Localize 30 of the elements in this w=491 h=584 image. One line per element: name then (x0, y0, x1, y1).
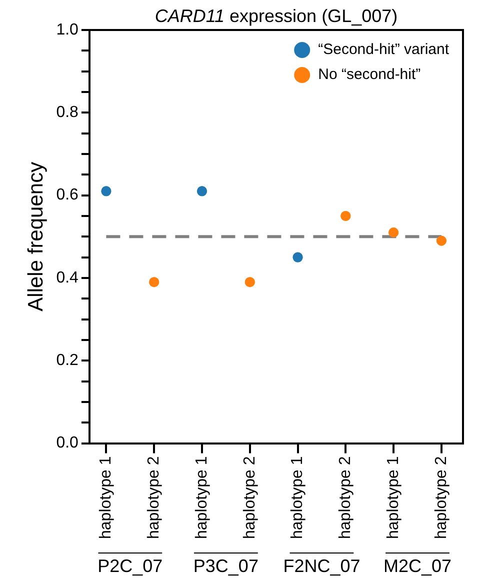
point (340, 210, 351, 221)
x-tick-label: haplotype 1 (193, 456, 210, 539)
chart-title: CARD11 expression (GL_007) (154, 6, 398, 26)
point (292, 252, 303, 262)
x-tick-label: haplotype 2 (146, 456, 163, 539)
x-tick-label: haplotype 2 (241, 456, 258, 539)
x-tick-label: haplotype 1 (98, 456, 115, 539)
y-tick-label: 0.6 (56, 186, 79, 204)
y-axis-title: Allele frequency (24, 161, 48, 312)
y-tick-label: 1.0 (56, 21, 79, 38)
point (436, 236, 446, 246)
text: P2C_07 (98, 556, 163, 576)
legend-label: “Second-hit” variant (318, 41, 450, 58)
point (244, 277, 255, 288)
x-tick-label: haplotype 2 (432, 456, 450, 539)
y-tick-label: 0.4 (56, 269, 79, 286)
text: F2NC_07 (283, 556, 360, 576)
x-tick-label: haplotype 1 (384, 456, 402, 539)
text: M2C_07 (383, 556, 452, 576)
point (196, 186, 207, 196)
x-tick-label: haplotype 2 (337, 456, 354, 539)
point (388, 228, 399, 238)
text: P3C_07 (193, 556, 258, 576)
y-tick-label: 0.0 (56, 434, 79, 452)
x-tick-label: haplotype 1 (289, 456, 306, 539)
y-tick-label: 0.2 (56, 352, 79, 370)
legend-label: No “second-hit” (318, 66, 421, 84)
point (149, 277, 160, 288)
point (101, 186, 112, 196)
y-tick-label: 0.8 (56, 104, 79, 122)
